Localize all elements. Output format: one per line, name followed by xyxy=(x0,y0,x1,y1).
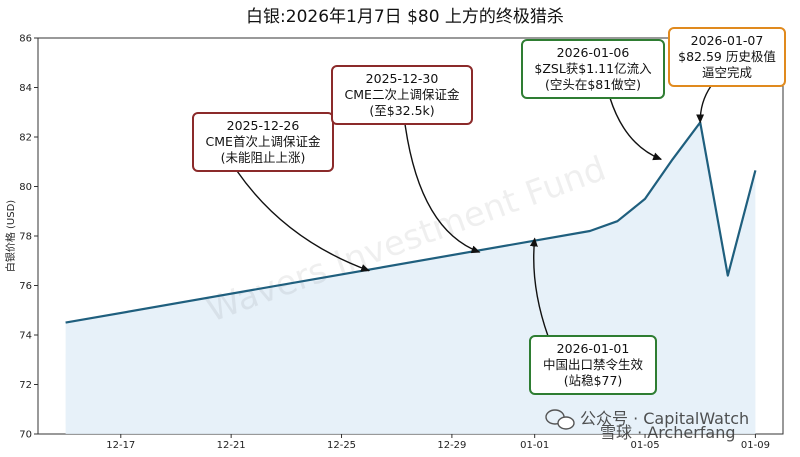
x-tick-label: 01-09 xyxy=(741,440,770,451)
annotation-text: (至$32.5k) xyxy=(369,103,434,118)
annotation-text: 中国出口禁令生效 xyxy=(543,357,644,372)
brand-overlay-label: 雪球 · Archerfang xyxy=(600,423,736,442)
annotation-text: CME二次上调保证金 xyxy=(345,87,460,102)
y-tick-label: 70 xyxy=(19,430,32,441)
y-tick-label: 72 xyxy=(19,380,32,391)
x-tick-label: 12-29 xyxy=(437,440,466,451)
annotation-arrow xyxy=(236,170,371,272)
series-line xyxy=(65,121,757,324)
annotation-text: 2026-01-06 xyxy=(557,45,630,60)
y-tick-label: 76 xyxy=(19,281,32,292)
y-tick-label: 86 xyxy=(19,34,32,45)
annotation-box xyxy=(521,39,665,99)
wechat-icon xyxy=(545,409,575,430)
y-tick-label: 80 xyxy=(19,182,32,193)
y-tick-label: 74 xyxy=(19,331,32,342)
y-tick-label: 78 xyxy=(19,232,32,243)
annotation-box xyxy=(529,335,657,395)
brand-label: 公众号 · CapitalWatch xyxy=(580,409,749,428)
annotation-text: (未能阻止上涨) xyxy=(221,150,306,165)
annotation-arrow xyxy=(609,97,663,161)
y-axis-label: 白银价格 (USD) xyxy=(4,200,17,272)
x-tick-label: 01-01 xyxy=(520,440,549,451)
annotation-arrow xyxy=(529,237,549,337)
annotation-text: (空头在$81做空) xyxy=(545,77,641,92)
annotation-text: 2025-12-30 xyxy=(366,71,439,86)
x-tick-label: 01-05 xyxy=(631,440,660,451)
chart-title: 白银:2026年1月7日 $80 上方的终极猎杀 xyxy=(246,7,564,27)
annotation-text: (站稳$77) xyxy=(564,373,623,388)
x-tick-label: 12-21 xyxy=(217,440,246,451)
x-tick-label: 12-17 xyxy=(106,440,135,451)
annotation-box xyxy=(331,65,473,125)
annotation-text: 2025-12-26 xyxy=(227,118,300,133)
annotation-text: $ZSL获$1.11亿流入 xyxy=(534,61,652,76)
annotation-text: 2026-01-01 xyxy=(557,341,630,356)
x-tick-label: 12-25 xyxy=(327,440,356,451)
y-tick-label: 84 xyxy=(19,83,32,94)
y-tick-label: 82 xyxy=(19,133,32,144)
annotation-arrow xyxy=(696,85,712,124)
annotation-text: 逼空完成 xyxy=(702,65,752,80)
annotation-box xyxy=(668,27,786,87)
annotation-arrow xyxy=(404,123,481,254)
annotation-text: $82.59 历史极值 xyxy=(678,49,776,64)
annotation-text: CME首次上调保证金 xyxy=(206,134,321,149)
annotation-2026-01-06: 2026-01-06$ZSL获$1.11亿流入(空头在$81做空) xyxy=(521,39,665,99)
annotation-box xyxy=(192,112,334,172)
annotation-text: 2026-01-07 xyxy=(691,33,764,48)
